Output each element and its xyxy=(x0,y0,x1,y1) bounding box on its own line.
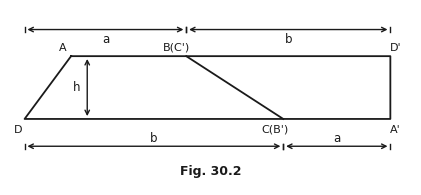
Text: D: D xyxy=(14,125,23,135)
Text: b: b xyxy=(285,33,292,46)
Text: C(B'): C(B') xyxy=(261,125,289,135)
Text: B(C'): B(C') xyxy=(163,43,190,53)
Text: h: h xyxy=(72,81,80,94)
Text: a: a xyxy=(333,132,341,144)
Text: D': D' xyxy=(390,43,401,53)
Text: A': A' xyxy=(390,125,401,135)
Text: A: A xyxy=(59,43,67,53)
Text: Fig. 30.2: Fig. 30.2 xyxy=(180,165,241,178)
Text: a: a xyxy=(102,33,109,46)
Text: b: b xyxy=(150,132,158,144)
